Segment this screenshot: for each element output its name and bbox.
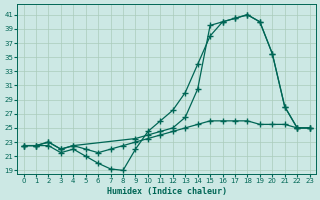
X-axis label: Humidex (Indice chaleur): Humidex (Indice chaleur) xyxy=(107,187,227,196)
